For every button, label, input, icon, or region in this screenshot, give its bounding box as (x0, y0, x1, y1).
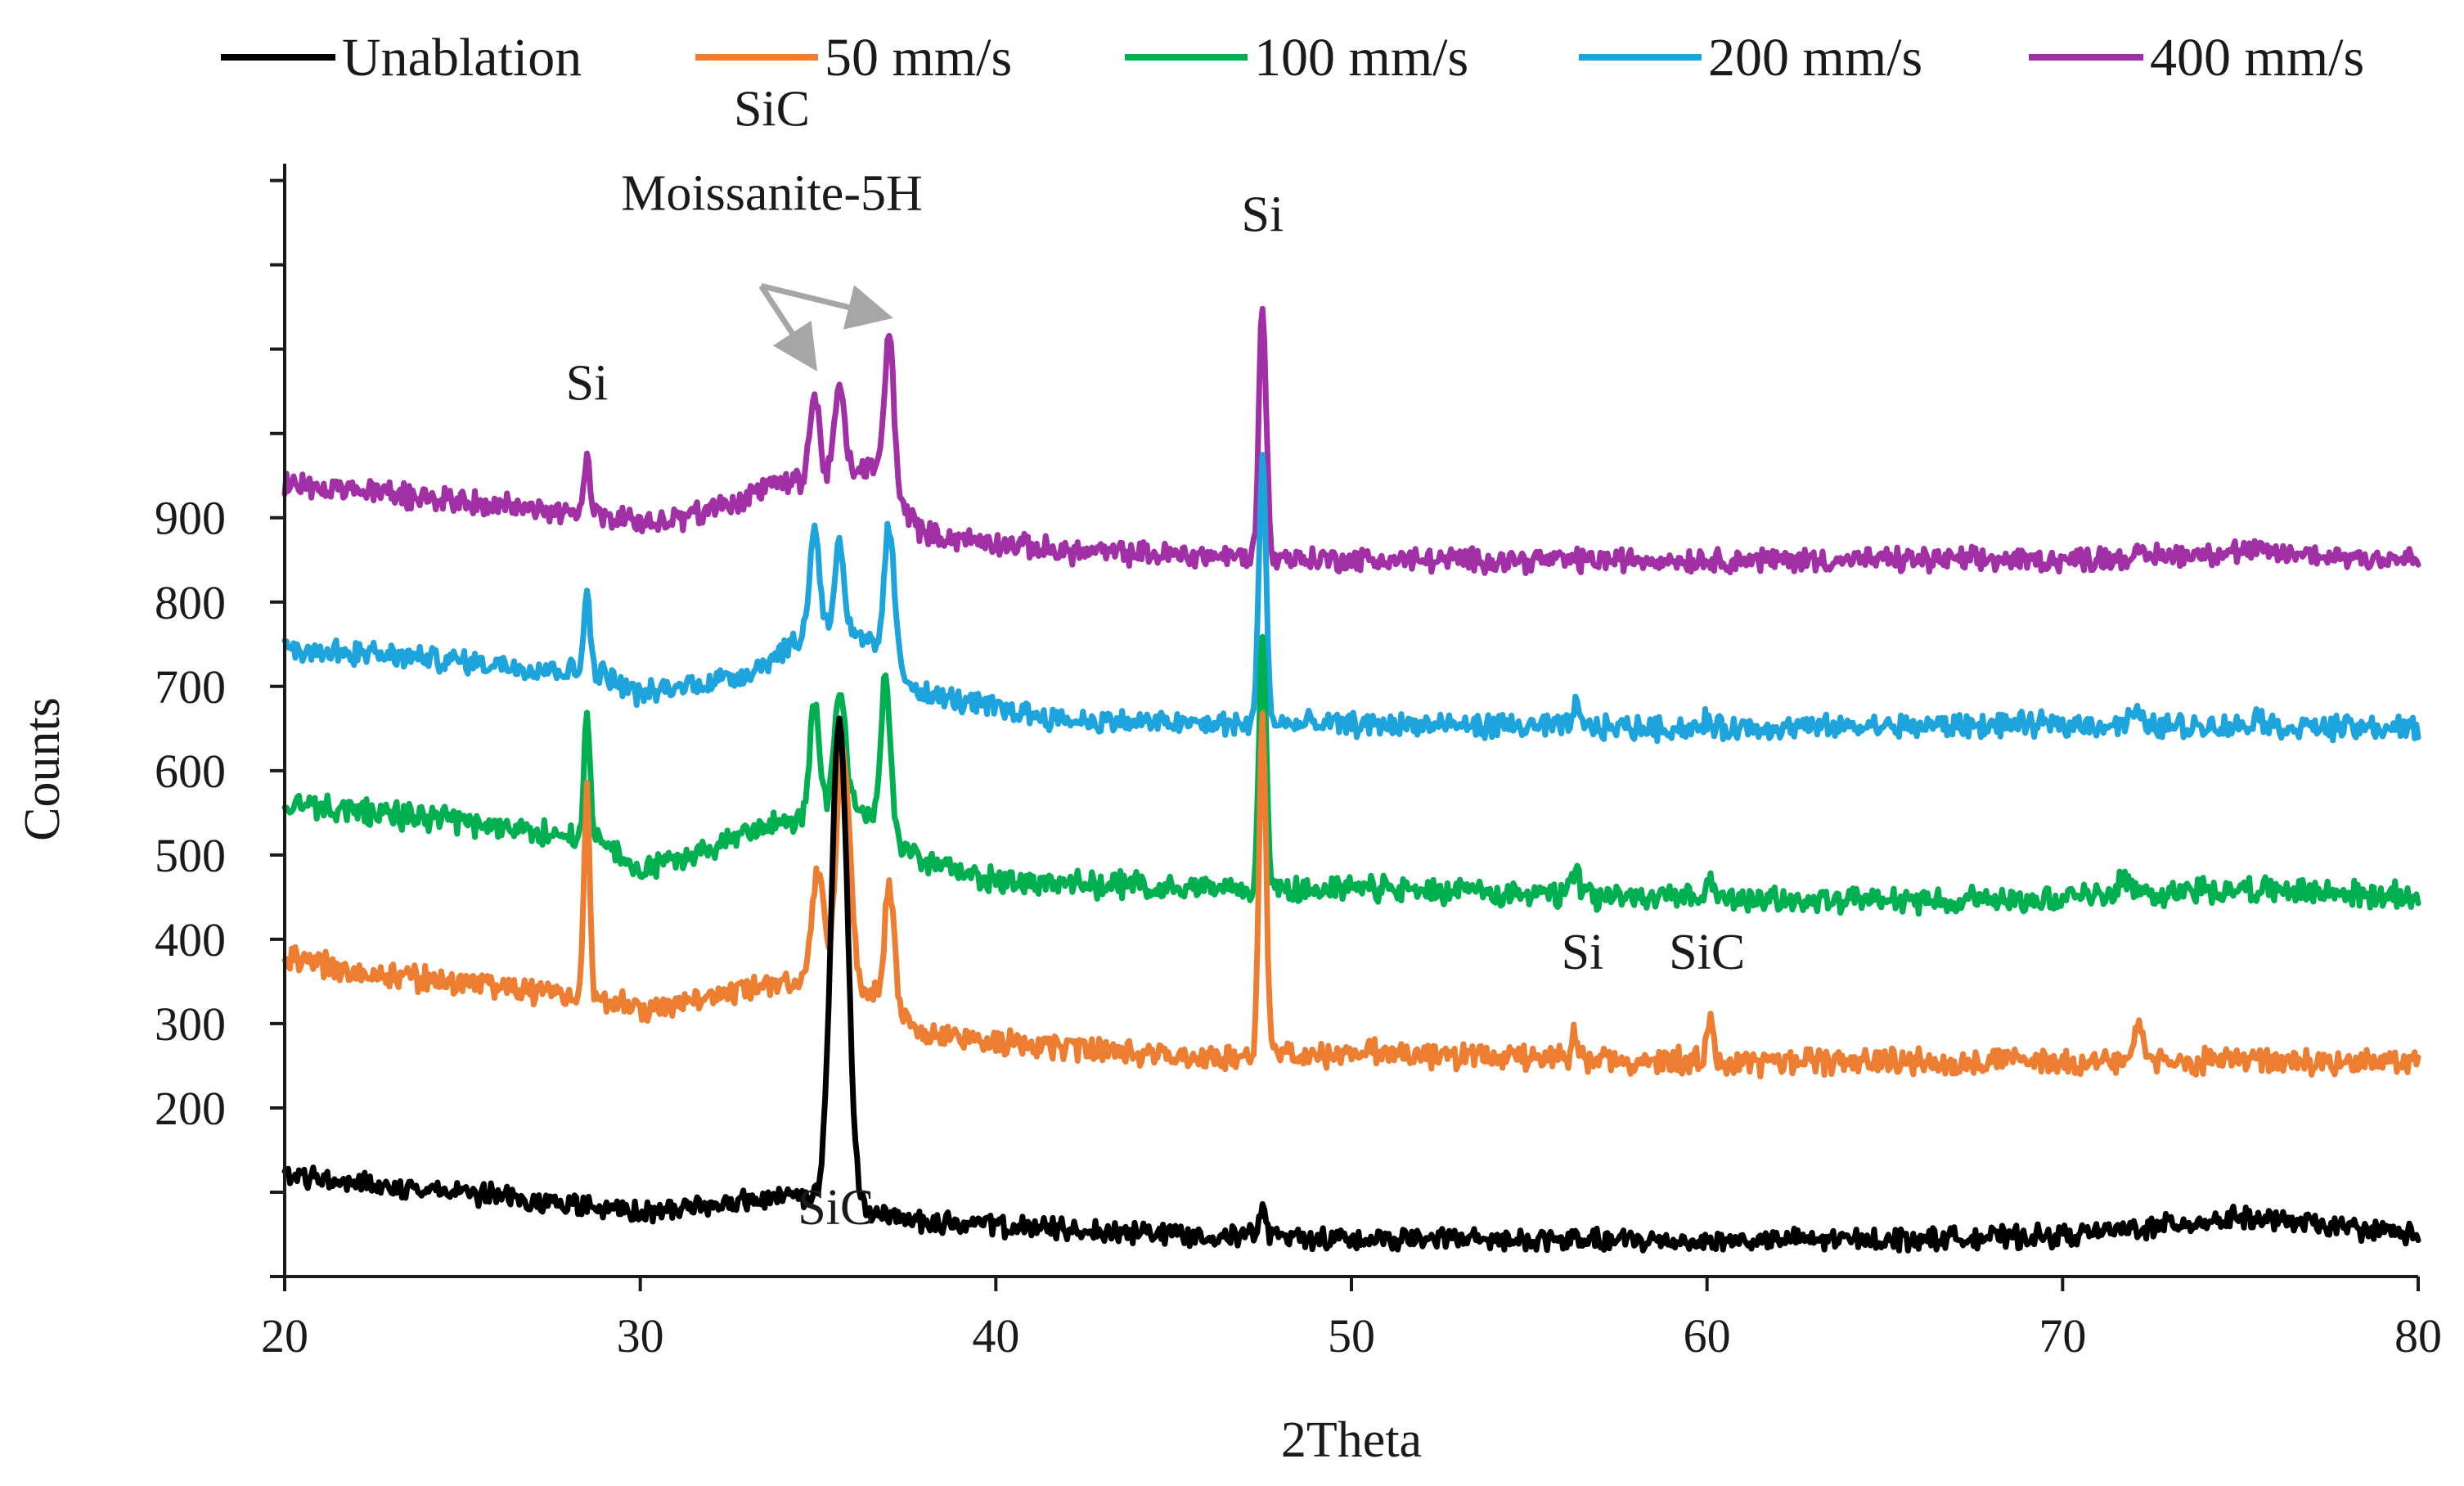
y-tick-label: 900 (155, 492, 226, 545)
y-tick-label: 500 (155, 829, 226, 882)
series-layer (281, 305, 2421, 1254)
y-axis-title: Counts (15, 697, 70, 841)
peak-label: Moissanite-5H (621, 166, 923, 222)
x-tick-label: 70 (2039, 1309, 2086, 1362)
peak-label: SiC (798, 1180, 874, 1236)
x-tick-label: 30 (617, 1309, 664, 1362)
x-tick-label: 60 (1684, 1309, 1731, 1362)
y-tick-label: 700 (155, 660, 226, 714)
peak-label: Si (1562, 925, 1604, 980)
y-tick-label: 400 (155, 913, 226, 966)
series-line-200-mm-s (281, 452, 2421, 745)
legend: Unablation 50 mm/s 100 mm/s 200 mm/s 400 mm/… (221, 28, 2364, 88)
legend-label: 50 mm/s (825, 28, 1012, 88)
x-tick-label: 20 (261, 1309, 308, 1362)
peak-annotations: Si SiC Moissanite-5H Si Si SiC SiC (566, 82, 1746, 1236)
annotation-arrow (760, 282, 893, 330)
x-tick-label: 80 (2394, 1309, 2442, 1362)
series-line-unablation (281, 715, 2421, 1254)
series-line-100-mm-s (281, 633, 2421, 917)
y-tick-label: 200 (155, 1082, 226, 1135)
y-tick-label: 300 (155, 997, 226, 1051)
series-line-400-mm-s (281, 305, 2421, 576)
peak-label: SiC (734, 82, 810, 137)
series-line-50-mm-s (281, 710, 2421, 1080)
peak-label: Si (566, 355, 609, 411)
y-tick-label: 800 (155, 576, 226, 629)
axes: 20 30 40 50 60 70 80 200 300 400 500 600 700 800 900 (155, 164, 2442, 1362)
legend-label: Unablation (342, 28, 582, 88)
legend-label: 400 mm/s (2150, 28, 2364, 88)
peak-label: SiC (1669, 925, 1745, 980)
legend-label: 200 mm/s (1708, 28, 1922, 88)
peak-label: Si (1241, 187, 1284, 242)
y-ticks: 200 300 400 500 600 700 800 900 (155, 178, 285, 1278)
x-tick-label: 50 (1328, 1309, 1375, 1362)
annotation-arrow (758, 284, 817, 372)
x-tick-label: 40 (972, 1309, 1019, 1362)
x-axis-title: 2Theta (1281, 1412, 1422, 1468)
x-ticks: 20 30 40 50 60 70 80 (261, 1277, 2442, 1362)
legend-label: 100 mm/s (1254, 28, 1468, 88)
y-tick-label: 600 (155, 745, 226, 798)
